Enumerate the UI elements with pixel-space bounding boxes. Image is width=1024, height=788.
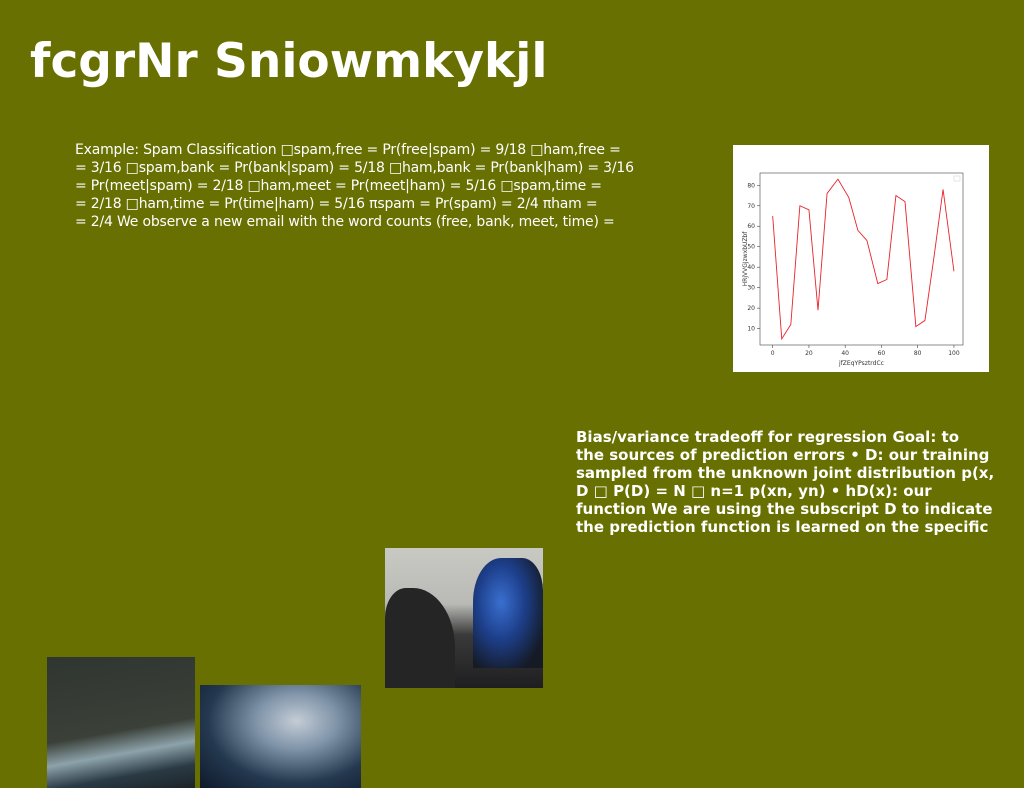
text-line: = Pr(meet|spam) = 2/18 □ham,meet = Pr(me… — [75, 178, 602, 194]
x-tick-label: 0 — [771, 350, 775, 357]
page-title: fcgrNr Sniowmkykjl — [30, 34, 548, 89]
y-tick-label: 30 — [747, 285, 755, 292]
x-tick-label: 100 — [948, 350, 960, 357]
x-tick-label: 80 — [914, 350, 922, 357]
plot-frame — [759, 172, 964, 346]
x-axis-label: jfZEqYPsztrdCc — [838, 360, 884, 367]
y-tick-label: 60 — [747, 223, 755, 230]
x-tick-label: 20 — [805, 350, 813, 357]
paragraph: Bias/variance tradeoff for regression Go… — [576, 428, 994, 536]
y-tick-label: 50 — [747, 244, 755, 251]
y-axis-label: HRjVVGJzwxbUZbf — [742, 231, 749, 287]
y-tick-label: 20 — [747, 305, 755, 312]
x-tick-label: 60 — [878, 350, 886, 357]
chart-image: 0 20 40 60 80 100 10 20 30 40 50 60 70 80 jfZEqYPsztrd… — [733, 145, 989, 372]
text-line: = 3/16 □spam,bank = Pr(bank|spam) = 5/18… — [75, 160, 634, 176]
text-line: function We are using the subscript D to… — [576, 500, 993, 518]
y-tick-label: 40 — [747, 264, 755, 271]
text-line: Example: Spam Classification □spam,free … — [75, 142, 621, 158]
rock — [385, 588, 455, 688]
text-line: = 2/18 □ham,time = Pr(time|ham) = 5/16 π… — [75, 196, 598, 212]
rock — [473, 558, 543, 668]
text-line: the sources of prediction errors • D: ou… — [576, 446, 990, 464]
photo — [385, 548, 543, 688]
text-line: the prediction function is learned on th… — [576, 518, 989, 536]
data-line — [772, 178, 955, 341]
text-line: sampled from the unknown joint distribut… — [576, 464, 995, 482]
photo — [200, 685, 361, 788]
paragraph: Example: Spam Classification □spam,free … — [75, 141, 634, 231]
text-line: Bias/variance tradeoff for regression Go… — [576, 428, 960, 446]
y-tick-label: 70 — [747, 203, 755, 210]
y-tick-label: 80 — [747, 182, 755, 189]
legend-box — [953, 175, 961, 182]
text-line: = 2/4 We observe a new email with the wo… — [75, 214, 615, 230]
x-tick-label: 40 — [841, 350, 849, 357]
y-tick-label: 10 — [747, 326, 755, 333]
photo — [47, 657, 195, 788]
text-line: D □ P(D) = N □ n=1 p(xn, yn) • hD(x): ou… — [576, 482, 932, 500]
